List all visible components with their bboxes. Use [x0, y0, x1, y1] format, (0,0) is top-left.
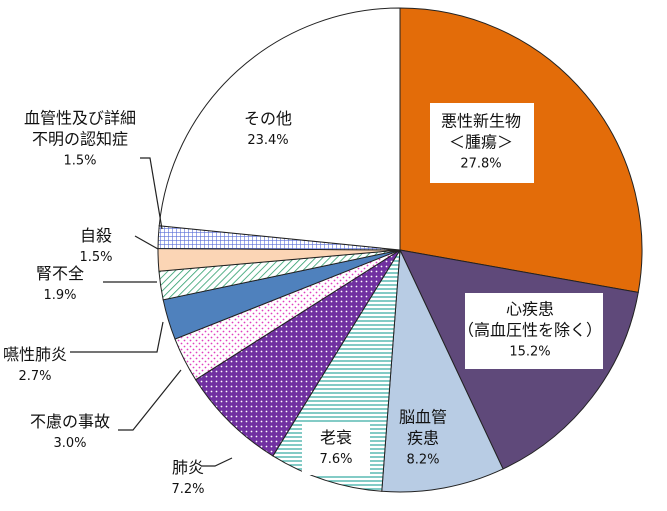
slice-7-label-group: 腎不全 1.9% [36, 264, 84, 303]
slice-10-value-label: 23.4% [247, 133, 288, 148]
slice-4-value-label: 7.2% [171, 482, 204, 497]
slice-5-label-group: 不慮の事故 3.0% [30, 412, 110, 451]
slice-10-category-label: その他 [244, 109, 292, 128]
slice-0-label-group: 悪性新生物 ＜腫瘍＞ 27.8% [430, 103, 534, 183]
slice-6-leader-line [70, 321, 164, 353]
slice-3-label-box [302, 423, 370, 475]
slice-4 [194, 249, 401, 457]
slice-3-category-label: 老衰 [320, 428, 352, 447]
slice-1-label-group: 心疾患 （高血圧性を除く） 15.2% [458, 293, 603, 369]
slices-layer [157, 7, 643, 493]
slice-6-label-group: 嚥性肺炎 2.7% [3, 345, 67, 384]
slice-8-value-label: 1.5% [79, 250, 112, 265]
slice-0-label-box [430, 103, 534, 183]
slice-0-category-label: 悪性新生物 [441, 112, 521, 131]
slice-5-leader-line [118, 369, 182, 431]
slice-10-label-group: その他 23.4% [244, 109, 292, 148]
slice-7-category-label: 腎不全 [36, 264, 84, 283]
slice-8-label-group: 自殺 1.5% [79, 226, 112, 265]
slice-1-label-box [465, 293, 603, 369]
slice-10 [158, 7, 401, 251]
slice-3-value-label: 7.6% [319, 452, 352, 467]
slice-7-value-label: 1.9% [43, 288, 76, 303]
slice-1-category-label: 心疾患 [506, 300, 554, 319]
slice-6-category-label: 嚥性肺炎 [3, 345, 67, 364]
leader-lines [70, 157, 233, 467]
slice-4-leader-line [202, 457, 233, 467]
slice-4-label-group: 肺炎 7.2% [171, 458, 204, 497]
slice-9-value-label: 1.5% [63, 154, 96, 169]
slice-2-value-label: 8.2% [406, 453, 439, 468]
slice-2-category-label: 脳血管 [399, 408, 447, 427]
slice-9-category-label: 血管性及び詳細 [24, 109, 136, 128]
slice-9-category-label: 不明の認知症 [32, 130, 128, 149]
slice-1-value-label: 15.2% [509, 345, 550, 360]
slice-0-value-label: 27.8% [460, 157, 501, 172]
slice-9-leader-line [140, 157, 163, 230]
slice-1-category-label: （高血圧性を除く） [458, 321, 602, 340]
slice-5-category-label: 不慮の事故 [30, 412, 110, 431]
slice-3-label-group: 老衰 7.6% [302, 423, 370, 475]
slice-2-category-label: 疾患 [407, 429, 439, 448]
slice-8-category-label: 自殺 [80, 226, 112, 245]
slice-0-category-label: ＜腫瘍＞ [449, 133, 513, 152]
slice-5-value-label: 3.0% [53, 436, 86, 451]
slice-2 [381, 248, 504, 493]
slice-8-leader-line [134, 235, 159, 250]
slice-4-category-label: 肺炎 [172, 458, 204, 477]
slice-6-value-label: 2.7% [18, 369, 51, 384]
